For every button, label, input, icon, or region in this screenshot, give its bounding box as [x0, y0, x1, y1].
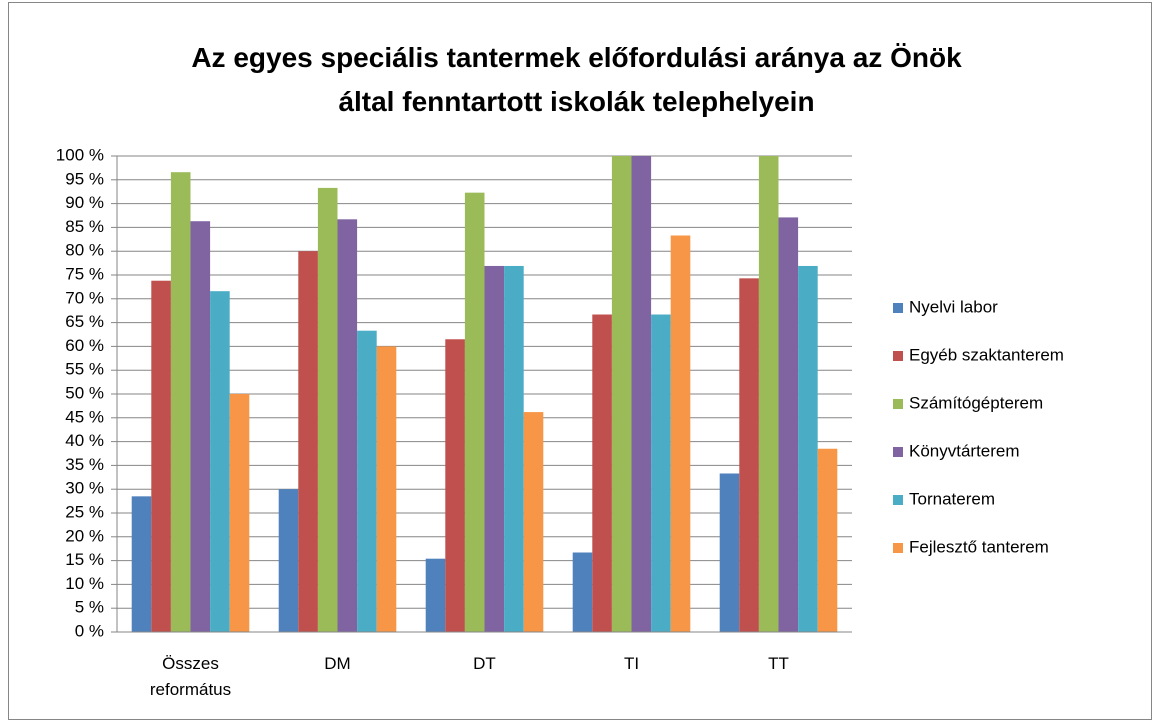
bar: [445, 339, 465, 632]
y-tick-label: 60 %: [65, 336, 104, 355]
x-tick-label: TT: [768, 654, 789, 673]
bar: [464, 192, 485, 633]
y-tick-label: 65 %: [65, 312, 104, 331]
bar: [739, 278, 759, 632]
legend-swatch: [893, 495, 903, 505]
y-tick-label: 85 %: [65, 217, 104, 236]
bar: [190, 221, 211, 632]
bar: [572, 552, 593, 632]
bar: [523, 412, 544, 632]
y-tick-label: 20 %: [65, 526, 104, 545]
y-tick-label: 40 %: [65, 431, 104, 450]
bar: [229, 394, 250, 632]
y-tick-label: 55 %: [65, 360, 104, 379]
y-tick-label: 70 %: [65, 288, 104, 307]
bar: [337, 219, 358, 633]
bar: [631, 156, 652, 632]
chart-title: Az egyes speciális tantermek előfordulás…: [191, 42, 962, 73]
bar: [151, 280, 171, 632]
legend-label: Tornaterem: [909, 489, 995, 508]
bar: [817, 448, 838, 632]
bar: [592, 314, 612, 632]
x-tick-label: DT: [473, 654, 496, 673]
legend-swatch: [893, 543, 903, 553]
bar: [210, 291, 230, 632]
bar: [758, 156, 779, 632]
legend-swatch: [893, 399, 903, 409]
bar: [778, 217, 799, 633]
y-tick-label: 100 %: [56, 145, 104, 164]
legend-label: Fejlesztő tanterem: [909, 537, 1049, 556]
bar: [504, 265, 524, 632]
y-tick-label: 5 %: [75, 598, 104, 617]
x-tick-label: DM: [324, 654, 351, 673]
y-tick-label: 80 %: [65, 241, 104, 260]
y-tick-label: 35 %: [65, 455, 104, 474]
bar: [484, 265, 505, 632]
bar: [611, 156, 632, 632]
bar: [278, 489, 299, 632]
y-tick-label: 75 %: [65, 264, 104, 283]
legend-label: Számítógépterem: [909, 393, 1043, 412]
bar: [131, 496, 152, 632]
y-tick-label: 30 %: [65, 479, 104, 498]
x-tick-label: Összes református: [149, 654, 232, 699]
y-tick-label: 10 %: [65, 574, 104, 593]
chart-title: által fenntartott iskolák telephelyein: [338, 86, 815, 117]
legend-swatch: [893, 447, 903, 457]
y-tick-label: 95 %: [65, 169, 104, 188]
bar: [719, 473, 740, 632]
bar: [651, 314, 671, 632]
y-tick-label: 0 %: [75, 621, 104, 640]
bar: [670, 235, 691, 632]
bar: [298, 251, 318, 632]
y-tick-label: 50 %: [65, 383, 104, 402]
y-tick-label: 25 %: [65, 502, 104, 521]
legend-label: Egyéb szaktanterem: [909, 345, 1064, 364]
legend-label: Nyelvi labor: [909, 297, 998, 316]
bar: [425, 558, 446, 632]
legend-swatch: [893, 351, 903, 361]
bar: [357, 330, 377, 632]
legend-label: Könyvtárterem: [909, 441, 1020, 460]
y-tick-label: 90 %: [65, 193, 104, 212]
bar: [170, 172, 191, 632]
y-tick-label: 15 %: [65, 550, 104, 569]
bar: [376, 346, 397, 632]
bar: [317, 187, 338, 632]
legend-swatch: [893, 303, 903, 313]
x-tick-label: TI: [623, 654, 640, 673]
y-tick-label: 45 %: [65, 407, 104, 426]
bar: [798, 265, 818, 632]
